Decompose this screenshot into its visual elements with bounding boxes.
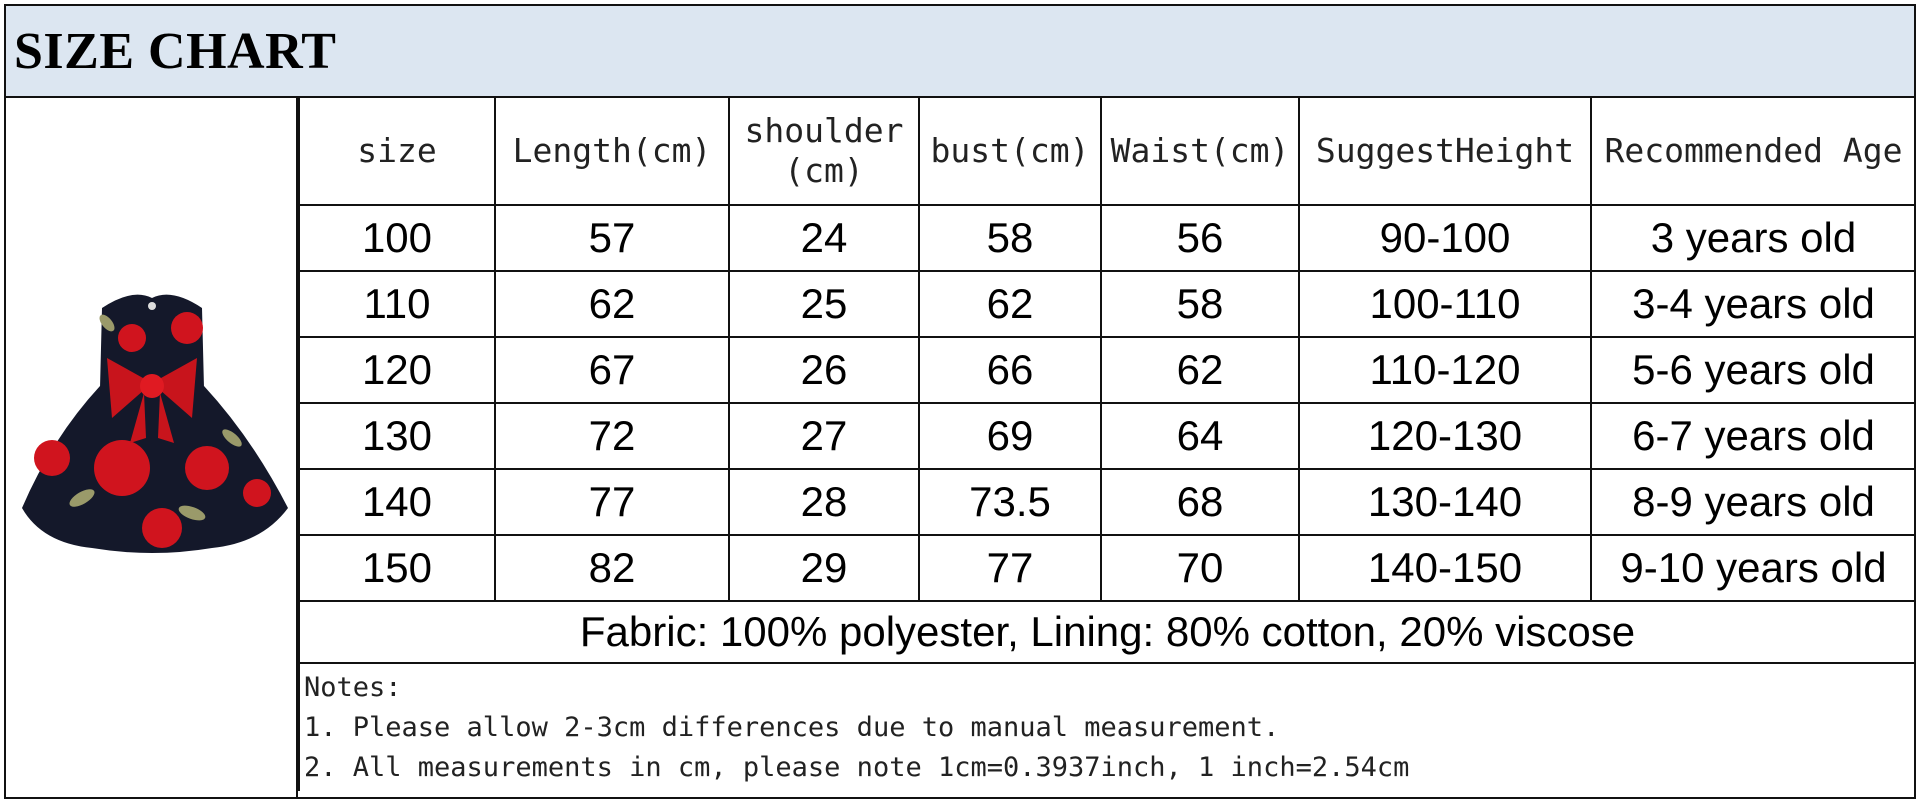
column-header-bust: bust(cm) [918, 98, 1102, 206]
cell-suggest-height: 140-150 [1298, 534, 1592, 602]
cell-shoulder: 26 [728, 336, 920, 404]
cell-shoulder: 29 [728, 534, 920, 602]
cell-bust: 62 [918, 270, 1102, 338]
cell-length: 82 [494, 534, 730, 602]
fabric-info: Fabric: 100% polyester, Lining: 80% cott… [298, 600, 1915, 664]
column-header-recommended-age: Recommended Age [1590, 98, 1915, 206]
cell-shoulder: 25 [728, 270, 920, 338]
fabric-row: Fabric: 100% polyester, Lining: 80% cott… [298, 600, 1915, 664]
cell-suggest-height: 120-130 [1298, 402, 1592, 470]
table-row: 140 77 28 73.5 68 130-140 8-9 years old [298, 468, 1915, 536]
cell-size: 140 [298, 468, 496, 536]
cell-length: 67 [494, 336, 730, 404]
cell-bust: 58 [918, 204, 1102, 272]
cell-bust: 66 [918, 336, 1102, 404]
table-row: 130 72 27 69 64 120-130 6-7 years old [298, 402, 1915, 470]
cell-waist: 56 [1100, 204, 1300, 272]
cell-bust: 77 [918, 534, 1102, 602]
column-header-length: Length(cm) [494, 98, 730, 206]
cell-recommended-age: 6-7 years old [1590, 402, 1915, 470]
cell-recommended-age: 3-4 years old [1590, 270, 1915, 338]
cell-waist: 62 [1100, 336, 1300, 404]
header-row: size Length(cm) shoulder (cm) bust(cm) W… [298, 98, 1915, 206]
cell-recommended-age: 3 years old [1590, 204, 1915, 272]
cell-shoulder: 27 [728, 402, 920, 470]
table-row: 120 67 26 66 62 110-120 5-6 years old [298, 336, 1915, 404]
note-line: 1. Please allow 2-3cm differences due to… [304, 712, 1280, 743]
cell-suggest-height: 130-140 [1298, 468, 1592, 536]
size-chart-sheet: SIZE CHART [4, 4, 1916, 799]
column-header-shoulder: shoulder (cm) [728, 98, 920, 206]
cell-waist: 64 [1100, 402, 1300, 470]
cell-shoulder: 24 [728, 204, 920, 272]
table-row: 150 82 29 77 70 140-150 9-10 years old [298, 534, 1915, 602]
notes-heading: Notes: [304, 672, 402, 703]
column-header-waist: Waist(cm) [1100, 98, 1300, 206]
cell-suggest-height: 90-100 [1298, 204, 1592, 272]
cell-shoulder: 28 [728, 468, 920, 536]
dress-photo-icon [22, 294, 288, 553]
notes-block: Notes: 1. Please allow 2-3cm differences… [298, 662, 1915, 791]
page-title: SIZE CHART [14, 23, 337, 80]
column-header-size: size [298, 98, 496, 206]
cell-waist: 70 [1100, 534, 1300, 602]
cell-waist: 58 [1100, 270, 1300, 338]
cell-length: 72 [494, 402, 730, 470]
cell-recommended-age: 5-6 years old [1590, 336, 1915, 404]
product-photo-cell [6, 98, 298, 797]
cell-waist: 68 [1100, 468, 1300, 536]
column-header-suggest-height: SuggestHeight [1298, 98, 1592, 206]
notes-row: Notes: 1. Please allow 2-3cm differences… [298, 662, 1915, 791]
cell-suggest-height: 110-120 [1298, 336, 1592, 404]
table-row: 100 57 24 58 56 90-100 3 years old [298, 204, 1915, 272]
cell-length: 57 [494, 204, 730, 272]
cell-size: 130 [298, 402, 496, 470]
note-line: 2. All measurements in cm, please note 1… [304, 752, 1410, 783]
cell-size: 100 [298, 204, 496, 272]
table-row: 110 62 25 62 58 100-110 3-4 years old [298, 270, 1915, 338]
cell-bust: 69 [918, 402, 1102, 470]
size-table: size Length(cm) shoulder (cm) bust(cm) W… [298, 98, 1915, 791]
cell-recommended-age: 8-9 years old [1590, 468, 1915, 536]
cell-size: 150 [298, 534, 496, 602]
cell-length: 62 [494, 270, 730, 338]
cell-size: 110 [298, 270, 496, 338]
cell-suggest-height: 100-110 [1298, 270, 1592, 338]
cell-recommended-age: 9-10 years old [1590, 534, 1915, 602]
cell-bust: 73.5 [918, 468, 1102, 536]
cell-length: 77 [494, 468, 730, 536]
cell-size: 120 [298, 336, 496, 404]
title-bar: SIZE CHART [6, 6, 1914, 98]
